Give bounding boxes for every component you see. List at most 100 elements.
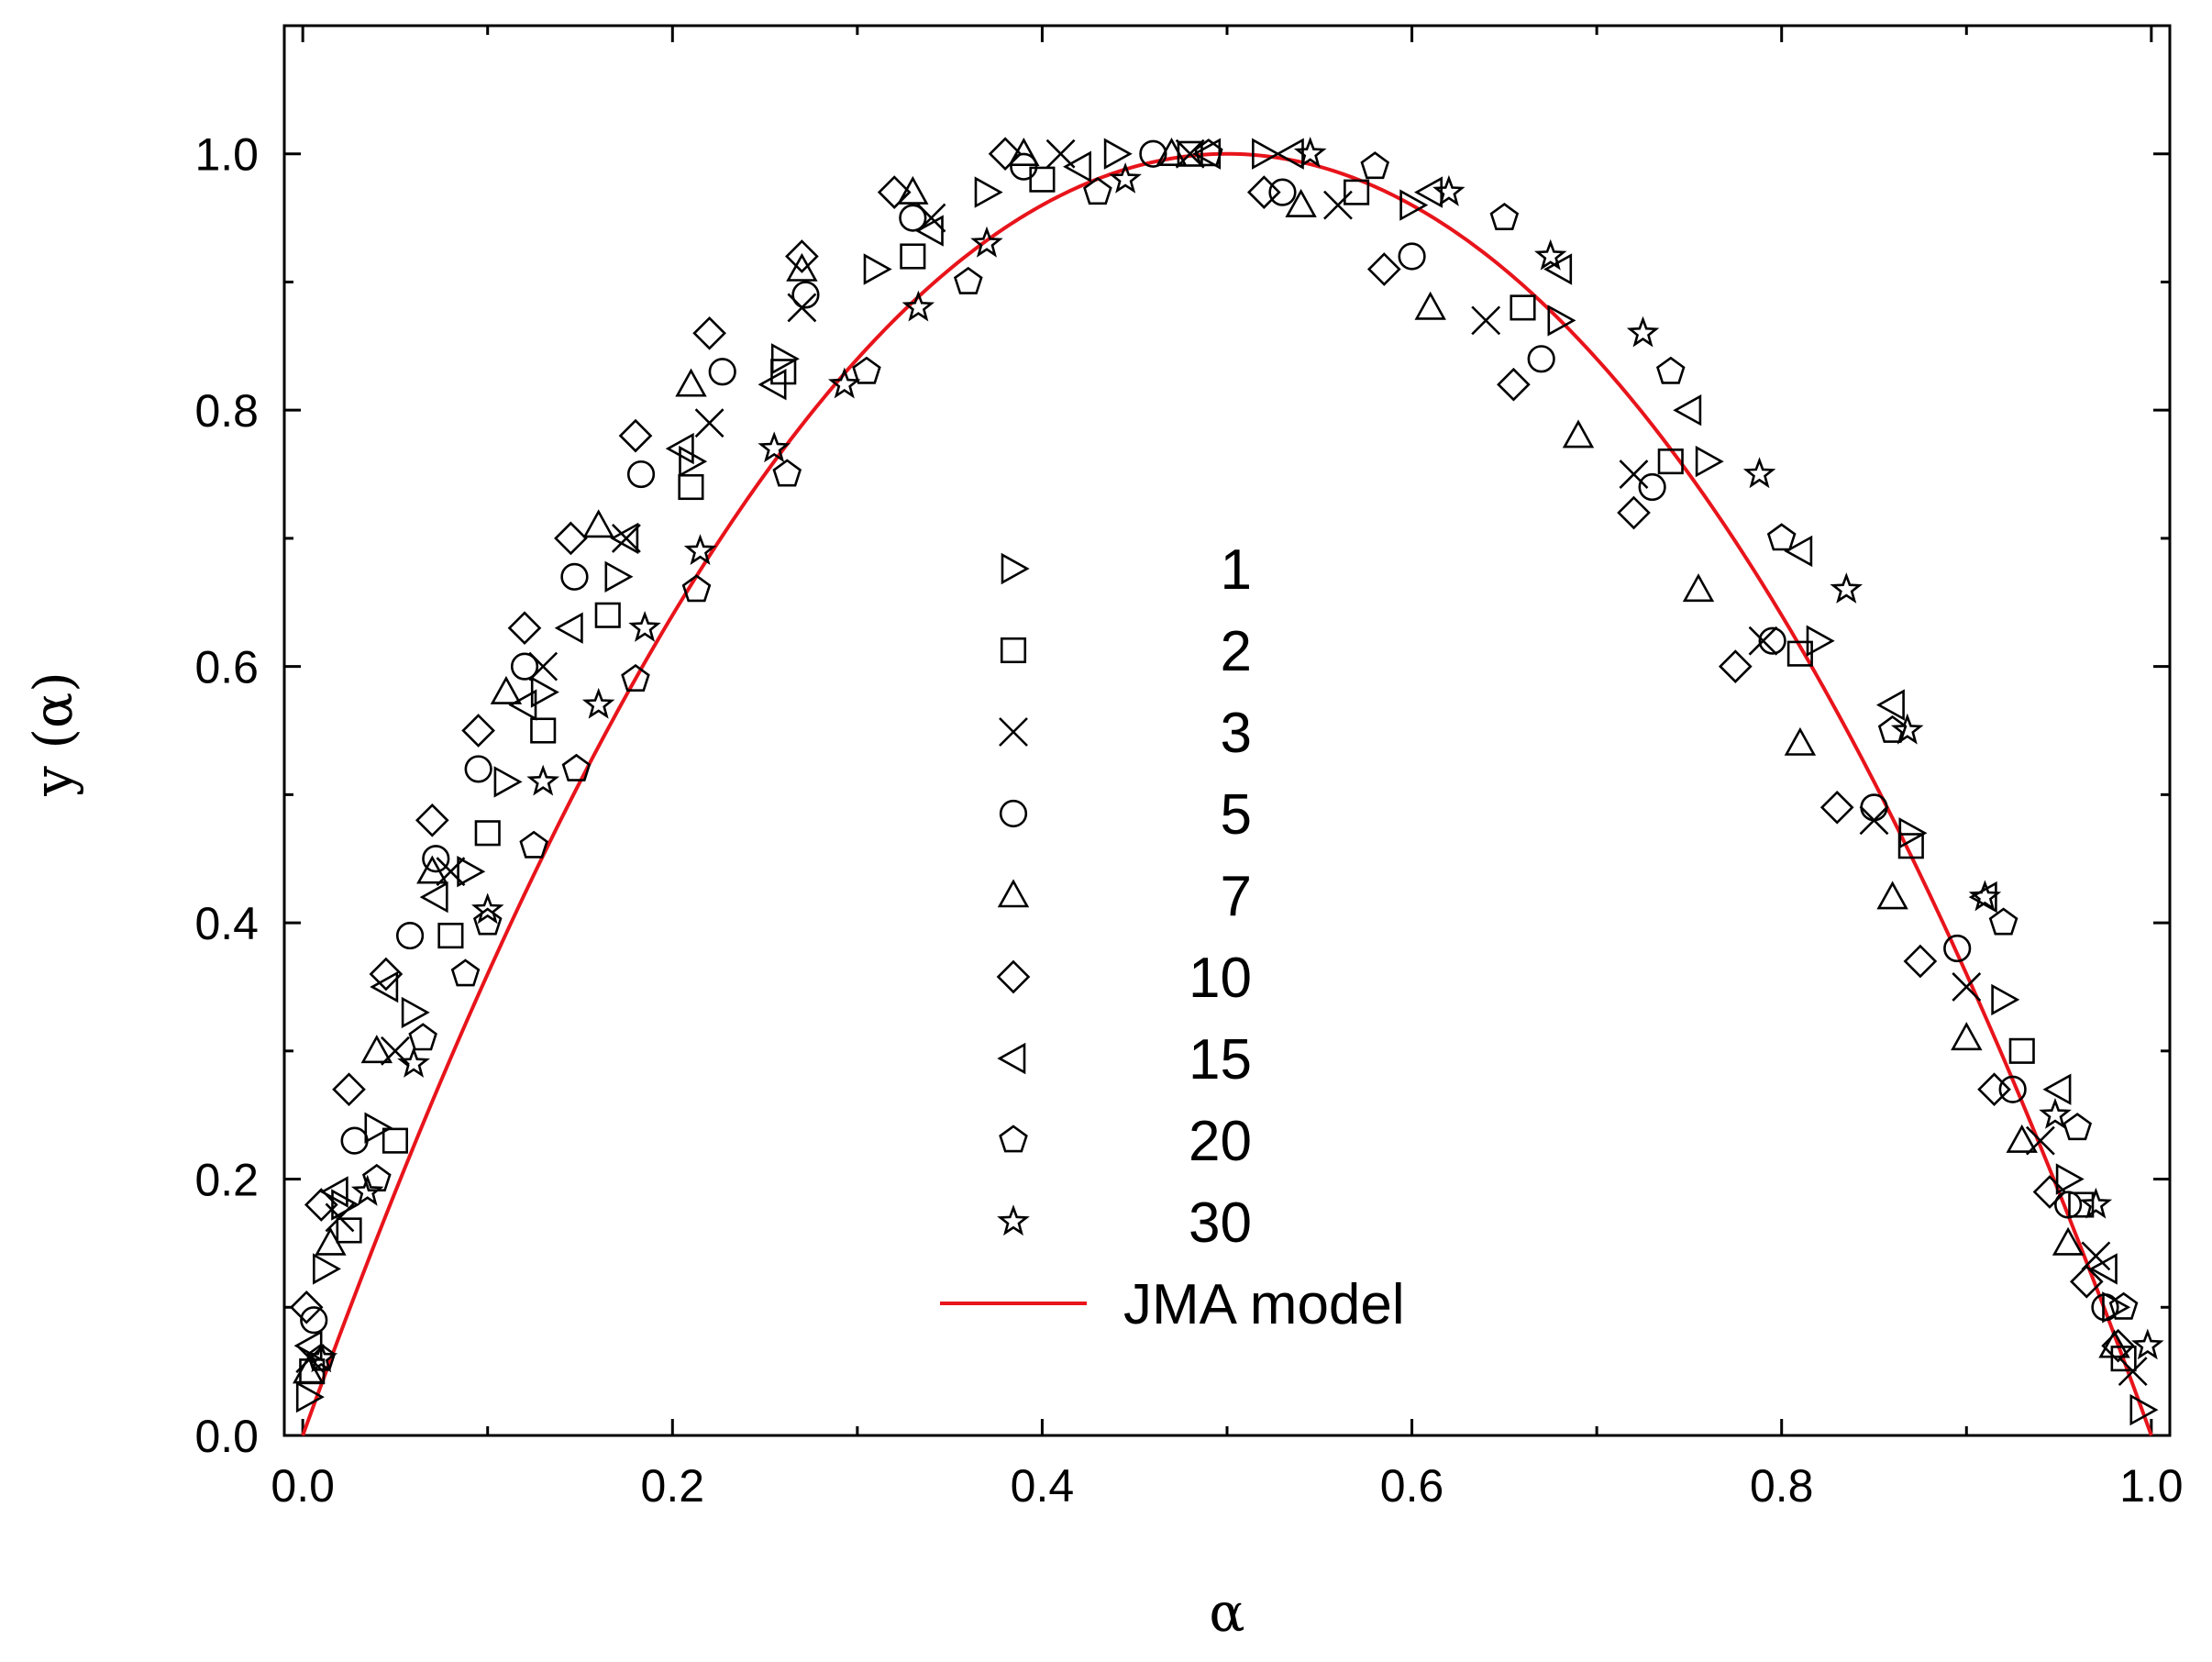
point-series-30 (1109, 161, 1142, 194)
point-series-5 (300, 1306, 328, 1335)
point-series-10 (1246, 175, 1281, 209)
point-series-3 (1748, 626, 1778, 656)
point-series-1 (295, 1380, 325, 1413)
point-series-7 (2052, 1226, 2085, 1256)
point-series-7 (897, 175, 929, 205)
point-series-3 (436, 857, 466, 887)
point-series-10 (304, 1188, 338, 1222)
point-series-5 (1638, 472, 1666, 502)
point-series-20 (450, 958, 481, 987)
point-series-20 (852, 356, 881, 384)
point-series-1 (604, 560, 634, 593)
point-series-7 (360, 1035, 393, 1064)
point-series-2 (2068, 1191, 2095, 1218)
point-series-30 (1742, 457, 1776, 489)
point-series-7 (582, 509, 614, 538)
point-series-7 (675, 368, 707, 397)
point-series-5 (626, 460, 656, 489)
legend-marker-30 (997, 1204, 1030, 1236)
point-series-10 (2032, 1175, 2067, 1209)
point-series-7 (1951, 1022, 1983, 1051)
point-series-10 (369, 957, 404, 992)
point-series-15 (1063, 150, 1091, 183)
point-series-15 (554, 612, 583, 644)
point-series-10 (1903, 944, 1938, 979)
point-series-3 (1619, 460, 1649, 489)
point-series-7 (1156, 138, 1188, 166)
legend-marker-20 (999, 1125, 1028, 1153)
point-series-1 (493, 766, 523, 798)
point-series-2 (474, 820, 501, 847)
point-series-1 (1399, 189, 1429, 221)
point-series-20 (621, 663, 650, 692)
legend-label-15: 15 (1189, 1028, 1252, 1091)
point-series-20 (1489, 202, 1520, 230)
point-series-15 (914, 215, 944, 247)
point-series-30 (758, 431, 791, 463)
point-series-10 (2069, 1264, 2104, 1299)
point-series-7 (1784, 726, 1817, 756)
x-tick-label: 1.0 (2119, 1460, 2184, 1512)
point-series-20 (1083, 176, 1112, 205)
plot-area (282, 24, 2172, 1437)
point-series-30 (581, 687, 615, 719)
point-series-1 (1695, 445, 1724, 478)
point-series-10 (415, 803, 449, 837)
point-series-2 (1657, 449, 1684, 475)
point-series-3 (694, 408, 724, 438)
point-series-15 (419, 881, 448, 914)
y-axis-label: y (α) (22, 671, 84, 797)
point-series-10 (988, 137, 1023, 172)
y-tick-label: 0.2 (194, 1155, 259, 1206)
point-series-5 (1527, 345, 1555, 373)
point-series-3 (2118, 1357, 2148, 1387)
y-tick-label: 0.4 (194, 898, 259, 949)
point-series-1 (2055, 1163, 2085, 1195)
legend: 1 2 3 5 7 10 15 20 30 JMA model (940, 538, 1405, 1336)
point-series-30 (827, 367, 861, 399)
point-series-5 (2054, 1191, 2083, 1219)
point-series-30 (1626, 316, 1660, 348)
point-series-15 (508, 689, 537, 721)
point-series-7 (490, 675, 523, 704)
point-series-2 (900, 243, 926, 270)
point-series-10 (618, 418, 653, 453)
legend-label-jma-model: JMA model (1123, 1273, 1405, 1336)
point-series-7 (315, 1226, 347, 1256)
point-series-5 (708, 358, 736, 386)
legend-label-30: 30 (1189, 1191, 1252, 1255)
point-series-5 (464, 755, 492, 783)
point-series-20 (681, 574, 712, 603)
y-tick-label: 0.8 (194, 385, 259, 437)
point-series-7 (786, 252, 818, 282)
point-series-30 (2130, 1328, 2164, 1360)
point-series-20 (2108, 1291, 2139, 1320)
legend-marker-5 (999, 799, 1028, 828)
point-series-20 (772, 459, 802, 487)
point-series-30 (1432, 174, 1465, 206)
point-series-2 (678, 473, 704, 501)
point-series-20 (519, 830, 548, 859)
legend-label-2: 2 (1221, 620, 1252, 683)
point-series-15 (319, 1176, 348, 1208)
point-series-2 (2008, 1037, 2035, 1064)
point-series-1 (974, 176, 1003, 208)
point-series-3 (2025, 1125, 2055, 1156)
point-series-30 (901, 290, 935, 322)
point-series-30 (397, 1047, 430, 1078)
point-series-10 (877, 175, 912, 209)
point-series-15 (1673, 393, 1702, 427)
point-series-2 (1786, 640, 1813, 667)
point-series-30 (970, 226, 1003, 258)
legend-marker-2 (1000, 637, 1027, 664)
point-series-3 (1323, 190, 1353, 220)
point-series-5 (1268, 178, 1297, 206)
point-series-20 (1655, 356, 1686, 384)
point-series-3 (325, 1202, 355, 1233)
point-series-10 (692, 316, 726, 350)
point-series-1 (401, 996, 430, 1029)
point-series-1 (1252, 138, 1280, 170)
point-series-1 (1547, 305, 1576, 337)
point-series-10 (461, 714, 495, 748)
legend-marker-15 (997, 1042, 1026, 1075)
